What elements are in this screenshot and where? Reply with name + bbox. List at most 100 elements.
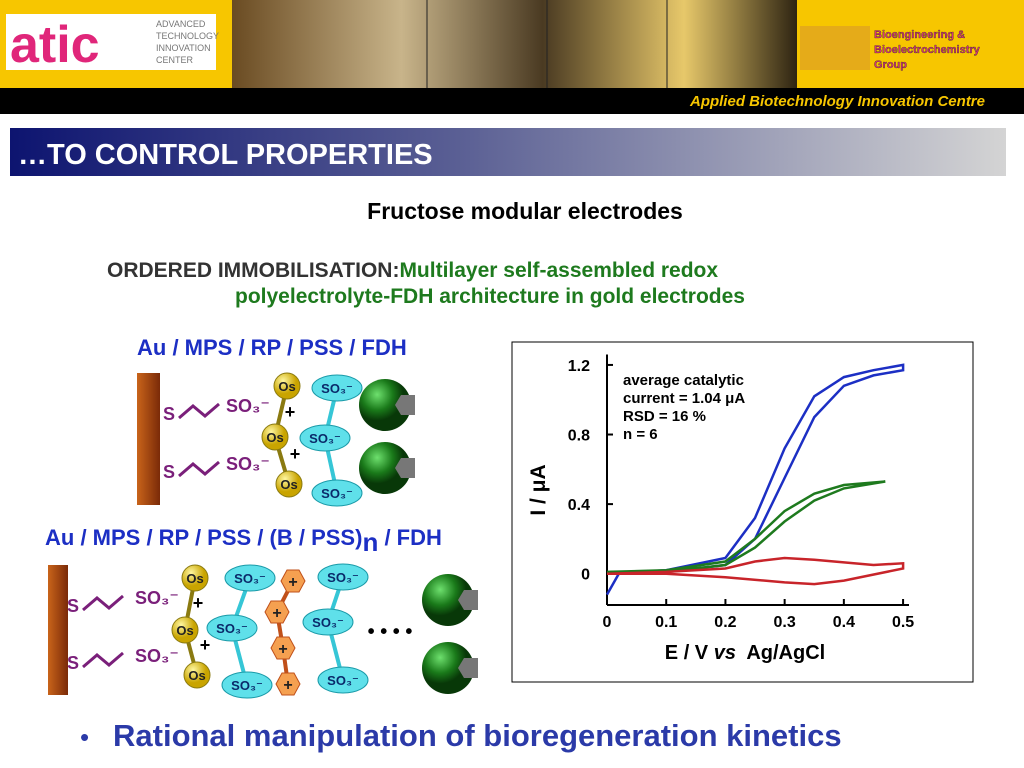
photo-strip — [232, 0, 797, 88]
ellipsis: • • • • — [368, 621, 413, 643]
heading-line: ORDERED IMMOBILISATION:Multilayer self-a… — [107, 259, 718, 282]
charge: + — [290, 444, 301, 464]
sulfonate-text: SO₃⁻ — [327, 673, 359, 688]
group-logo-line: Bioelectrochemistry — [874, 44, 981, 56]
sulfur: S — [67, 653, 79, 673]
cation — [280, 569, 306, 593]
sulfonate-text: SO₃⁻ — [312, 615, 344, 630]
y-tick-label: 0.4 — [568, 497, 590, 514]
os-center — [171, 616, 199, 644]
logo-line: ADVANCED — [156, 19, 206, 29]
heading-text: Multilayer self-assembled redox — [399, 259, 718, 282]
sulfonate-text: SO₃⁻ — [216, 621, 248, 636]
fdh-sphere — [422, 574, 474, 626]
alkyl-chain — [82, 594, 124, 612]
cation — [275, 672, 301, 696]
fdh-sphere — [422, 642, 474, 694]
logo-line: TECHNOLOGY — [156, 31, 219, 41]
cation-text: + — [283, 677, 292, 694]
fdh-site — [395, 458, 415, 478]
sulfonate-label: SO₃⁻ — [135, 646, 179, 666]
banner-bar — [0, 88, 1024, 114]
os-label: Os — [280, 477, 297, 492]
os-center — [183, 661, 211, 689]
gold-electrode — [137, 373, 160, 505]
label-part: / FDH — [378, 525, 442, 550]
x-tick-label: 0 — [603, 614, 612, 631]
group-icon — [800, 26, 870, 70]
x-axis-label-part: vs — [714, 642, 736, 664]
charge: + — [193, 593, 204, 613]
y-tick-label: 0 — [581, 567, 590, 584]
banner: Applied Biotechnology Innovation Centre — [689, 93, 985, 110]
sulfonate-blob — [311, 374, 363, 402]
b-chain — [274, 580, 295, 685]
y-tick-label: 1.2 — [568, 358, 590, 375]
label-sub: n — [362, 527, 378, 557]
y-tick-label: 0.8 — [568, 428, 590, 445]
sulfonate-text: SO₃⁻ — [234, 571, 266, 586]
sulfonate-blob — [206, 614, 258, 642]
os-center — [261, 423, 289, 451]
sulfonate-label: SO₃⁻ — [135, 588, 179, 608]
x-tick-label: 0.4 — [833, 614, 855, 631]
x-axis-label: E / V vs Ag/AgCl — [665, 642, 825, 664]
fdh-sphere — [359, 442, 411, 494]
os-center — [273, 372, 301, 400]
section-title: …TO CONTROL PROPERTIES — [18, 139, 433, 171]
subtitle: Fructose modular electrodes — [367, 198, 683, 224]
charge: + — [285, 402, 296, 422]
x-tick-label: 0.3 — [774, 614, 796, 631]
sulfur: S — [163, 462, 175, 482]
gold-electrode — [48, 565, 68, 695]
x-tick-label: 0.1 — [655, 614, 677, 631]
os-label: Os — [188, 668, 205, 683]
x-axis-label-part: E / V — [665, 642, 714, 664]
logo: atic — [10, 16, 100, 74]
group-logo-line: Group — [874, 59, 907, 71]
cation-text: + — [288, 574, 297, 591]
os-label: Os — [176, 623, 193, 638]
logo-line: CENTER — [156, 55, 194, 65]
sulfonate-blob — [311, 479, 363, 507]
logo-text: ADVANCED TECHNOLOGY INNOVATION CENTER — [156, 19, 219, 65]
cation — [270, 636, 296, 660]
label-part: Au / MPS / RP / PSS / (B / PSS) — [45, 525, 362, 550]
cation-text: + — [278, 641, 287, 658]
sulfonate-blob — [317, 563, 369, 591]
sulfonate-blob — [302, 608, 354, 636]
x-axis-label-part: Ag/AgCl — [736, 642, 825, 664]
sulfonate-blob — [317, 666, 369, 694]
annotation: n = 6 — [623, 426, 658, 443]
os-label: Os — [278, 379, 295, 394]
heading-lead: ORDERED IMMOBILISATION: — [107, 259, 399, 282]
heading-text: polyelectrolyte-FDH architecture in gold… — [235, 285, 745, 308]
fdh-site — [458, 658, 478, 678]
logo-line: INNOVATION — [156, 43, 211, 53]
sulfonate-label: SO₃⁻ — [226, 454, 270, 474]
fdh-site — [395, 395, 415, 415]
alkyl-chain — [178, 402, 220, 420]
sulfonate-text: SO₃⁻ — [231, 678, 263, 693]
os-label: Os — [266, 430, 283, 445]
annotation: average catalytic — [623, 372, 744, 389]
sulfonate-text: SO₃⁻ — [321, 381, 353, 396]
group-logo-line: Bioengineering & — [874, 29, 965, 41]
os-label: Os — [186, 571, 203, 586]
alkyl-chain — [178, 460, 220, 478]
sulfonate-text: SO₃⁻ — [309, 431, 341, 446]
chart: 0 0.4 0.8 1.2 0 0.1 0.2 0.3 0.4 0.5 I / μA E / V vs… — [527, 354, 914, 664]
diagram-label: Au / MPS / RP / PSS / FDH — [137, 335, 407, 360]
bullet: Rational manipulation of bioregeneration… — [113, 718, 842, 753]
sulfonate-text: SO₃⁻ — [327, 570, 359, 585]
cation-text: + — [272, 605, 281, 622]
annotation: RSD = 16 % — [623, 408, 706, 425]
os-center — [275, 470, 303, 498]
alkyl-chain — [82, 651, 124, 669]
group-logo: Bioengineering & Bioelectrochemistry Gro… — [874, 29, 981, 71]
sulfonate-blob — [299, 424, 351, 452]
sulfonate-blob — [224, 564, 276, 592]
